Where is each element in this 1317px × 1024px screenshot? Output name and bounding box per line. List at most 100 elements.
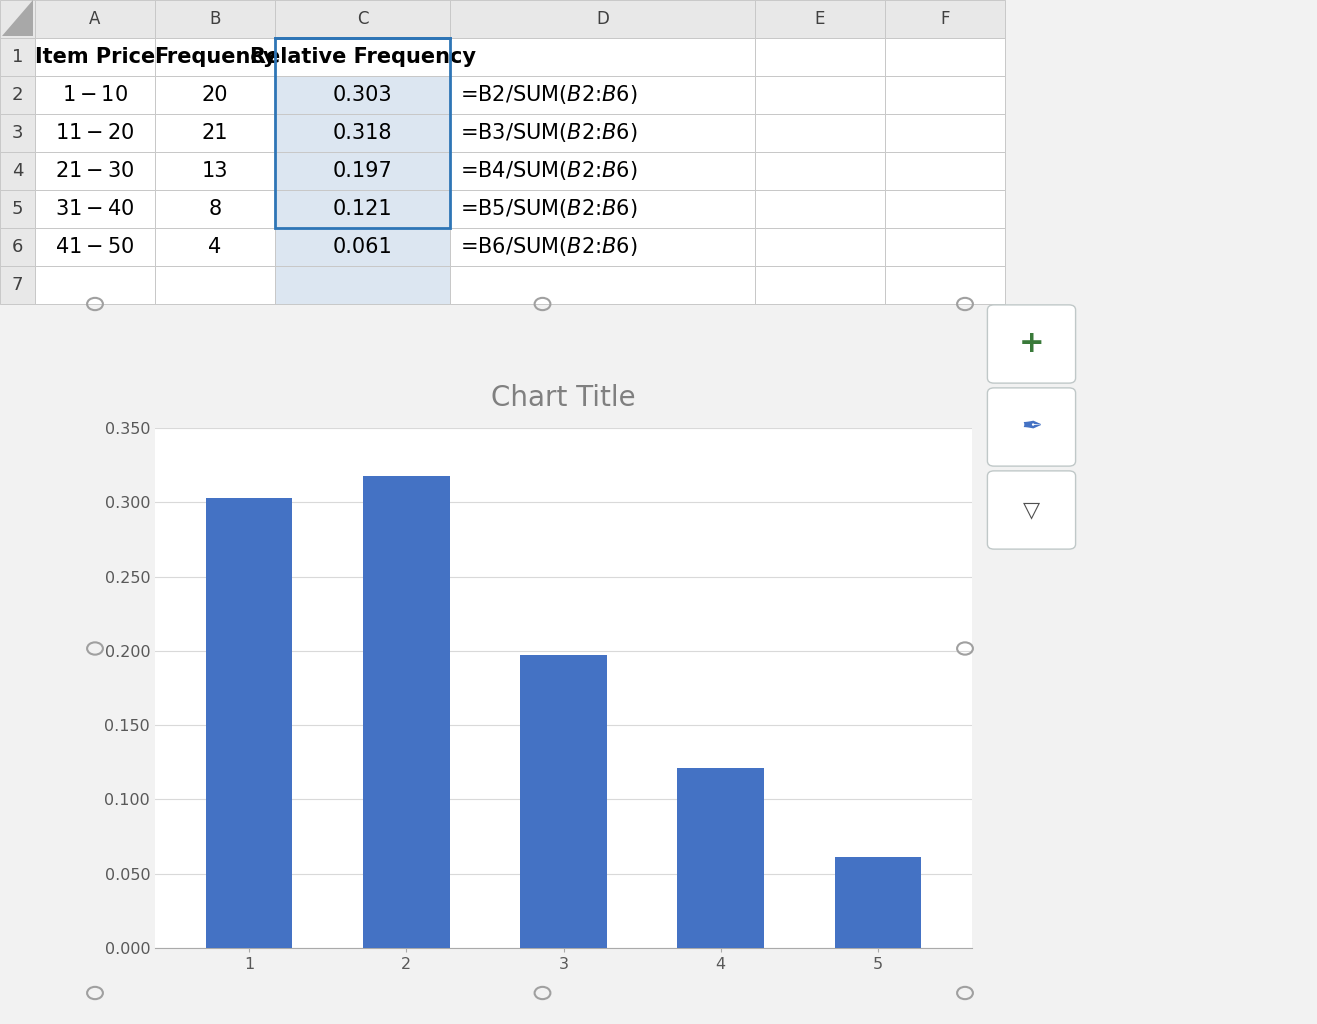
Bar [450, 266, 755, 304]
Text: 7: 7 [12, 276, 24, 294]
Bar [450, 228, 755, 266]
Bar [885, 76, 1005, 114]
Bar [155, 228, 275, 266]
Bar [885, 228, 1005, 266]
Bar [755, 266, 885, 304]
Text: ▽: ▽ [1023, 500, 1040, 520]
Bar [450, 38, 755, 76]
Text: 0.197: 0.197 [333, 161, 392, 181]
Text: 2: 2 [12, 86, 24, 104]
Bar [0, 228, 36, 266]
Text: Item Price: Item Price [34, 47, 155, 67]
Bar [885, 114, 1005, 152]
Text: 0.303: 0.303 [333, 85, 392, 105]
Bar [275, 228, 450, 266]
Bar [450, 152, 755, 190]
Bar [755, 190, 885, 228]
Bar [36, 0, 155, 38]
Bar [0, 266, 36, 304]
Bar [36, 190, 155, 228]
Text: 13: 13 [202, 161, 228, 181]
Bar [155, 114, 275, 152]
Bar [36, 76, 155, 114]
Bar [155, 190, 275, 228]
Text: =B5/SUM($B$2:$B$6): =B5/SUM($B$2:$B$6) [460, 198, 637, 220]
Text: 1: 1 [12, 48, 24, 66]
Text: $41 - $50: $41 - $50 [55, 237, 134, 257]
Text: 20: 20 [202, 85, 228, 105]
Text: +: + [1018, 330, 1044, 358]
Bar [205, 498, 292, 948]
Bar [275, 152, 450, 190]
Text: 5: 5 [12, 200, 24, 218]
Text: $1 - $10: $1 - $10 [62, 85, 128, 105]
Bar [0, 190, 36, 228]
Bar [677, 768, 764, 948]
Text: =B3/SUM($B$2:$B$6): =B3/SUM($B$2:$B$6) [460, 122, 637, 144]
Text: ✒: ✒ [1021, 415, 1042, 439]
Bar [885, 152, 1005, 190]
Bar [755, 228, 885, 266]
Bar [155, 0, 275, 38]
Bar [0, 0, 36, 38]
Bar [155, 38, 275, 76]
Bar [275, 190, 450, 228]
Bar [0, 38, 36, 76]
Bar [885, 266, 1005, 304]
Text: 0.061: 0.061 [333, 237, 392, 257]
Text: $21 - $30: $21 - $30 [55, 161, 134, 181]
Bar [275, 38, 450, 76]
Bar [450, 76, 755, 114]
Text: 4: 4 [12, 162, 24, 180]
Text: =B4/SUM($B$2:$B$6): =B4/SUM($B$2:$B$6) [460, 160, 637, 182]
Text: Frequency: Frequency [154, 47, 277, 67]
Bar [0, 76, 36, 114]
Bar [885, 38, 1005, 76]
Bar [36, 228, 155, 266]
Text: E: E [815, 10, 826, 28]
Bar [275, 76, 450, 114]
Text: C: C [357, 10, 369, 28]
Bar [0, 114, 36, 152]
Bar [36, 38, 155, 76]
Bar [363, 475, 449, 948]
Bar [755, 114, 885, 152]
Bar [275, 0, 450, 38]
Bar [275, 114, 450, 152]
Bar [36, 114, 155, 152]
Bar [450, 0, 755, 38]
Bar [36, 152, 155, 190]
Bar [450, 114, 755, 152]
Bar [275, 38, 450, 228]
Text: $31 - $40: $31 - $40 [55, 199, 134, 219]
Bar [755, 0, 885, 38]
Text: Relative Frequency: Relative Frequency [249, 47, 475, 67]
Bar [155, 266, 275, 304]
Title: Chart Title: Chart Title [491, 384, 636, 412]
Bar [155, 76, 275, 114]
Bar [755, 38, 885, 76]
Bar [155, 152, 275, 190]
Text: B: B [209, 10, 221, 28]
Bar [885, 190, 1005, 228]
Text: $11 - $20: $11 - $20 [55, 123, 134, 143]
Text: D: D [597, 10, 608, 28]
Bar [520, 655, 607, 948]
Polygon shape [3, 0, 33, 36]
Text: 0.318: 0.318 [333, 123, 392, 143]
Text: 8: 8 [208, 199, 221, 219]
Bar [835, 857, 921, 948]
Bar [450, 190, 755, 228]
Text: 0.121: 0.121 [333, 199, 392, 219]
Text: 4: 4 [208, 237, 221, 257]
Text: 3: 3 [12, 124, 24, 142]
Bar [885, 0, 1005, 38]
Text: =B2/SUM($B$2:$B$6): =B2/SUM($B$2:$B$6) [460, 84, 637, 106]
Bar [755, 76, 885, 114]
Text: 6: 6 [12, 238, 24, 256]
Text: A: A [90, 10, 100, 28]
Text: 21: 21 [202, 123, 228, 143]
Bar [36, 266, 155, 304]
Bar [0, 152, 36, 190]
Text: =B6/SUM($B$2:$B$6): =B6/SUM($B$2:$B$6) [460, 236, 637, 258]
